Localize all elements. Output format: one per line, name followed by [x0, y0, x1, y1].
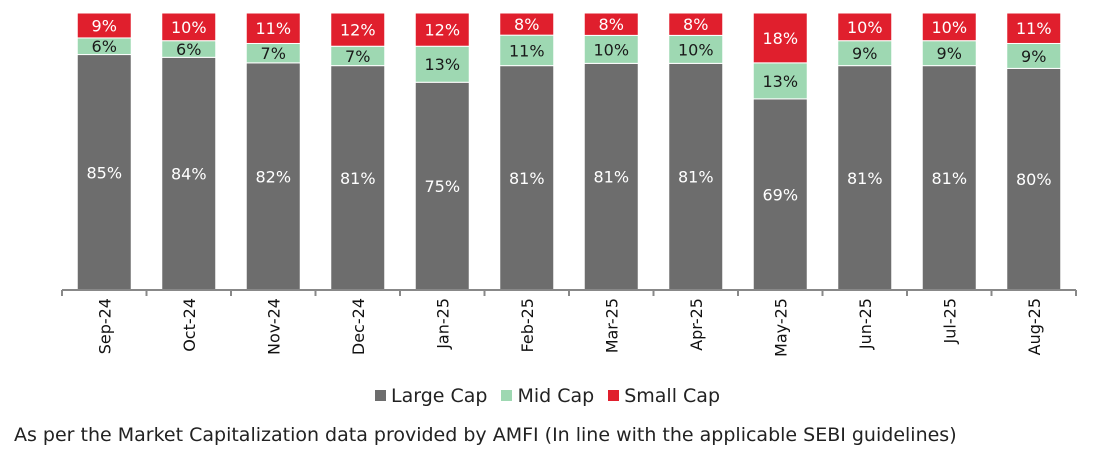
bar-large-cap-mar-25 [583, 62, 639, 291]
x-tick-label: Nov-24 [264, 298, 283, 355]
data-label-large-cap: 81% [340, 169, 376, 188]
data-label-mid-cap: 10% [678, 40, 714, 59]
bar-mid-cap-apr-25 [668, 34, 724, 64]
bar-mid-cap-jun-25 [837, 40, 893, 67]
x-tick-label: Jul-25 [940, 298, 959, 344]
data-label-large-cap: 84% [171, 165, 207, 184]
x-tick-label: May-25 [771, 298, 790, 357]
data-label-small-cap: 11% [255, 19, 291, 38]
data-label-large-cap: 81% [509, 169, 545, 188]
x-tick-label: Jan-25 [433, 298, 452, 350]
data-label-small-cap: 9% [92, 16, 117, 35]
bar-small-cap-jun-25 [837, 12, 893, 42]
data-label-small-cap: 10% [931, 18, 967, 37]
bar-large-cap-nov-24 [245, 62, 301, 291]
legend-label: Small Cap [624, 384, 720, 407]
bar-large-cap-apr-25 [668, 62, 724, 291]
data-label-mid-cap: 6% [92, 37, 117, 56]
data-label-large-cap: 82% [255, 167, 291, 186]
data-label-large-cap: 69% [762, 185, 798, 204]
bar-small-cap-mar-25 [583, 12, 639, 36]
data-label-mid-cap: 13% [762, 72, 798, 91]
bar-small-cap-sep-24 [76, 12, 132, 39]
bar-mid-cap-feb-25 [499, 34, 555, 67]
data-label-small-cap: 8% [599, 15, 624, 34]
bars-group: 85% 6% 9% 84% 6% 10% 82% 7% 11% 81% 7% 12% 75% 13% 12%… [76, 12, 1062, 291]
x-tick-label: Jun-25 [856, 298, 875, 350]
bar-large-cap-oct-24 [161, 56, 217, 291]
bar-large-cap-may-25 [752, 98, 808, 291]
x-tick-label: Dec-24 [349, 298, 368, 355]
x-axis-labels: Sep-24 Oct-24 Nov-24 Dec-24 Jan-25 Feb-25 Mar-… [95, 298, 1044, 357]
bar-small-cap-aug-25 [1006, 12, 1062, 44]
legend-swatch [608, 390, 620, 401]
bar-small-cap-jan-25 [414, 12, 470, 47]
data-label-mid-cap: 10% [593, 40, 629, 59]
data-label-mid-cap: 9% [852, 44, 877, 63]
data-label-small-cap: 11% [1016, 19, 1052, 38]
data-label-small-cap: 12% [424, 21, 460, 40]
data-label-large-cap: 81% [678, 168, 714, 187]
x-tick-label: Apr-25 [687, 298, 706, 351]
data-label-small-cap: 12% [340, 21, 376, 40]
bar-large-cap-sep-24 [76, 54, 132, 291]
data-label-small-cap: 8% [514, 15, 539, 34]
legend-label: Large Cap [391, 384, 488, 407]
data-label-small-cap: 10% [847, 18, 883, 37]
bar-small-cap-may-25 [752, 12, 808, 64]
data-label-mid-cap: 13% [424, 55, 460, 74]
bar-small-cap-jul-25 [921, 12, 977, 42]
bar-mid-cap-jul-25 [921, 40, 977, 67]
data-label-large-cap: 81% [931, 169, 967, 188]
x-tick-label: Feb-25 [518, 298, 537, 352]
legend-label: Mid Cap [517, 384, 595, 407]
data-label-mid-cap: 9% [1021, 47, 1046, 66]
bar-large-cap-feb-25 [499, 65, 555, 291]
data-label-large-cap: 85% [86, 163, 122, 182]
x-axis-ticks [61, 290, 1077, 296]
data-label-large-cap: 81% [847, 169, 883, 188]
x-tick-label: Mar-25 [602, 298, 621, 353]
bar-small-cap-nov-24 [245, 12, 301, 44]
bar-mid-cap-jan-25 [414, 45, 470, 83]
bar-small-cap-dec-24 [330, 12, 386, 47]
legend: Large Cap Mid Cap Small Cap [0, 384, 1095, 407]
legend-item-mid-cap: Mid Cap [501, 385, 594, 407]
data-label-large-cap: 80% [1016, 170, 1052, 189]
data-label-mid-cap: 11% [509, 41, 545, 60]
bar-large-cap-jun-25 [837, 65, 893, 291]
data-label-small-cap: 8% [683, 15, 708, 34]
data-label-mid-cap: 7% [261, 44, 286, 63]
data-label-small-cap: 10% [171, 18, 207, 37]
data-label-mid-cap: 7% [345, 47, 370, 66]
legend-item-large-cap: Large Cap [375, 385, 487, 407]
legend-swatch [375, 390, 386, 401]
data-label-mid-cap: 6% [176, 40, 201, 59]
x-tick-label: Sep-24 [95, 298, 114, 354]
bar-small-cap-apr-25 [668, 12, 724, 36]
footnote: As per the Market Capitalization data pr… [14, 424, 957, 446]
data-label-large-cap: 75% [424, 177, 460, 196]
bar-mid-cap-mar-25 [583, 34, 639, 64]
x-tick-label: Aug-25 [1025, 298, 1044, 355]
data-label-large-cap: 81% [593, 168, 629, 187]
bar-small-cap-feb-25 [499, 12, 555, 36]
legend-swatch [501, 390, 513, 401]
stacked-bar-chart: 85% 6% 9% 84% 6% 10% 82% 7% 11% 81% 7% 12% 75% 13% 12%… [61, 12, 1077, 357]
x-tick-label: Oct-24 [180, 298, 199, 352]
data-label-small-cap: 18% [762, 29, 798, 48]
legend-item-small-cap: Small Cap [608, 385, 720, 407]
data-label-mid-cap: 9% [937, 44, 962, 63]
bar-large-cap-jul-25 [921, 65, 977, 291]
bar-small-cap-oct-24 [161, 12, 217, 42]
